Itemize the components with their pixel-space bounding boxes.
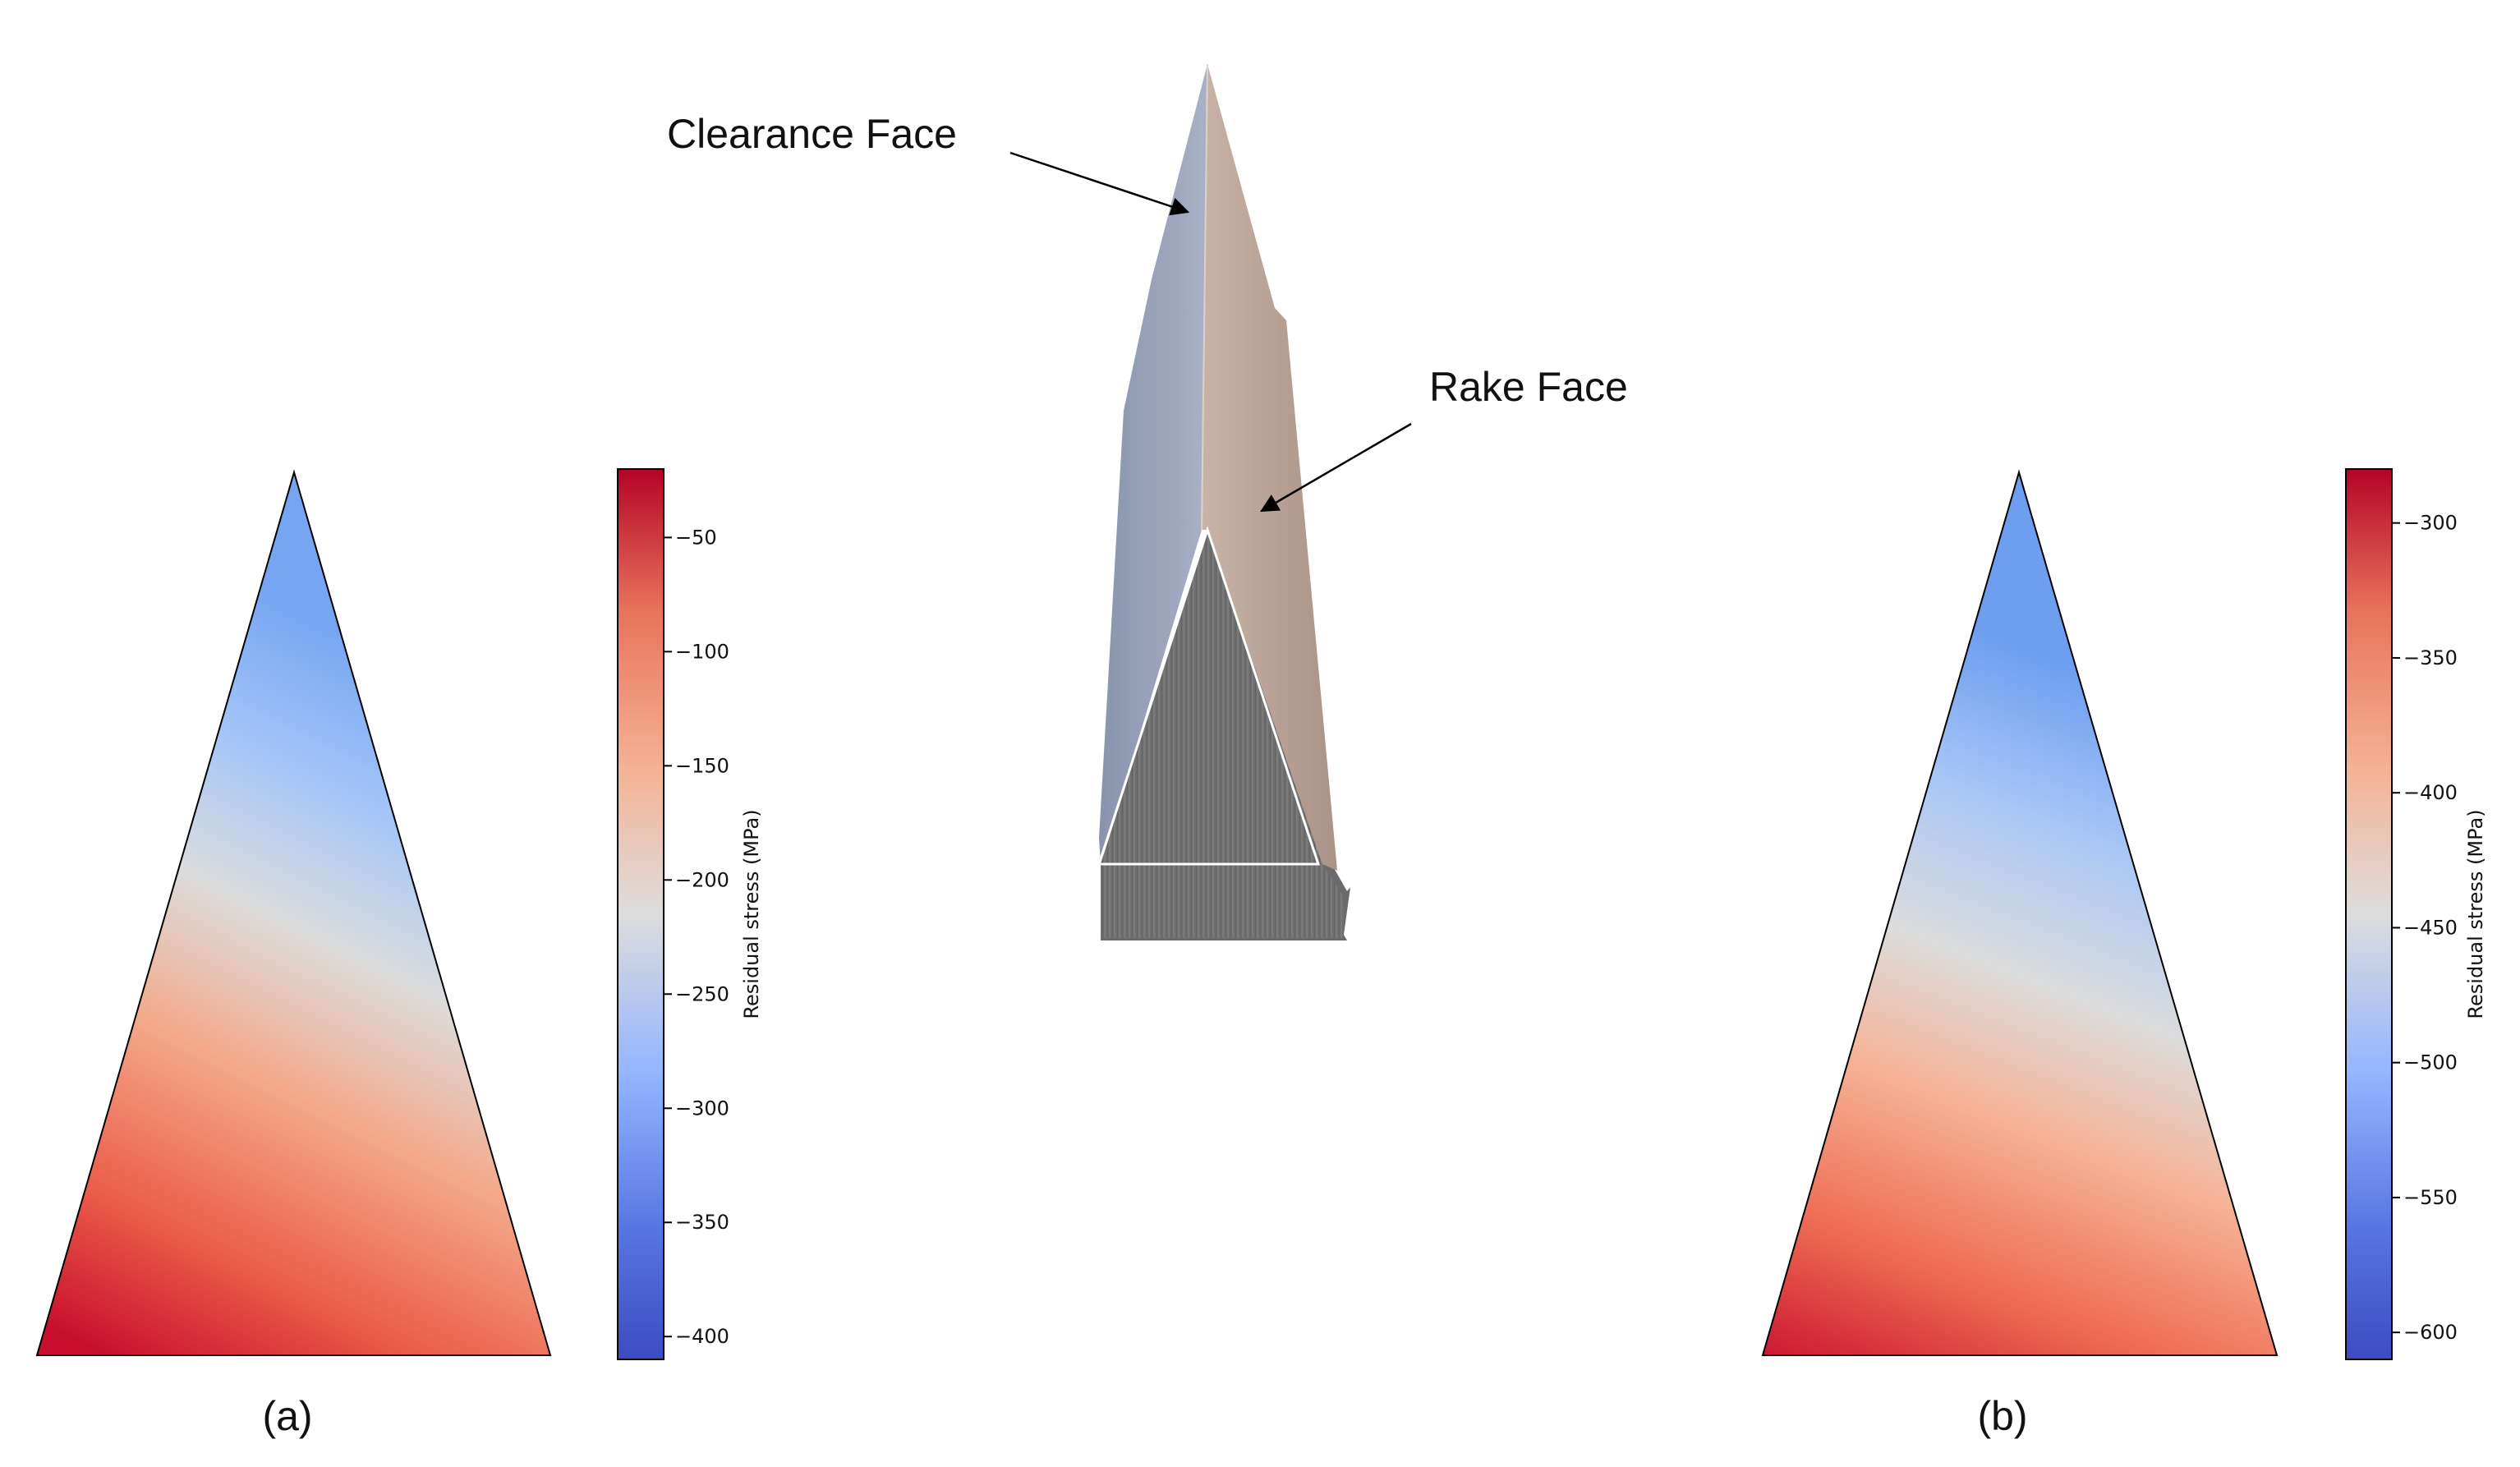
colorbar-tick-label: −200 — [675, 868, 729, 891]
colorbar-tick-label: −100 — [675, 640, 729, 663]
colorbar-a-ticks: −50 −100 −150 −200 −250 −300 −350 −400 — [664, 526, 729, 1348]
colorbar-tick-label: −150 — [675, 754, 729, 777]
colorbar-tick-label: −400 — [2403, 781, 2458, 804]
tool-rake-face — [1202, 64, 1337, 871]
tool-cross-section — [1101, 530, 1344, 938]
caption-a: (a) — [262, 1393, 312, 1439]
colorbar-tick-label: −300 — [675, 1097, 729, 1120]
tool-section-outline — [1097, 526, 1321, 866]
rake-face-arrow — [1260, 422, 1412, 513]
colorbar-tick-label: −450 — [2403, 916, 2458, 939]
tool-clearance-face — [1099, 64, 1207, 864]
panel-a: −50 −100 −150 −200 −250 −300 −350 −400 Residual… — [35, 468, 763, 1439]
colorbar-b-gradient — [2345, 468, 2393, 1360]
colorbar-tick-label: −400 — [675, 1325, 729, 1348]
colorbar-tick-label: −350 — [675, 1211, 729, 1234]
colorbar-tick-label: −350 — [2403, 646, 2458, 669]
stress-field-triangle-a — [35, 469, 552, 1356]
colorbar-b: −300 −350 −400 −450 −500 −550 −600 Residual st… — [2345, 468, 2487, 1360]
tool-edge — [1201, 63, 1208, 531]
colorbar-tick-label: −500 — [2403, 1051, 2458, 1074]
rake-face-label: Rake Face — [1429, 364, 1628, 410]
colorbar-tick-label: −550 — [2403, 1186, 2458, 1209]
colorbar-tick-label: −300 — [2403, 512, 2458, 535]
colorbar-a-gradient — [617, 468, 664, 1360]
colorbar-tick-label: −50 — [675, 526, 717, 549]
stress-field-triangle-b — [1761, 469, 2279, 1356]
caption-b: (b) — [1977, 1393, 2027, 1439]
colorbar-tick-label: −600 — [2403, 1321, 2458, 1344]
panel-b: −300 −350 −400 −450 −500 −550 −600 Residual st… — [1761, 468, 2487, 1439]
colorbar-b-label: Residual stress (MPa) — [2464, 809, 2487, 1019]
colorbar-a: −50 −100 −150 −200 −250 −300 −350 −400 Residual… — [617, 468, 763, 1360]
colorbar-a-label: Residual stress (MPa) — [740, 809, 763, 1019]
clearance-face-label: Clearance Face — [667, 111, 957, 157]
clearance-face-arrow — [1009, 151, 1190, 216]
colorbar-tick-label: −250 — [675, 982, 729, 1005]
cutting-tool-image — [1097, 63, 1350, 940]
colorbar-b-ticks: −300 −350 −400 −450 −500 −550 −600 — [2392, 512, 2458, 1344]
